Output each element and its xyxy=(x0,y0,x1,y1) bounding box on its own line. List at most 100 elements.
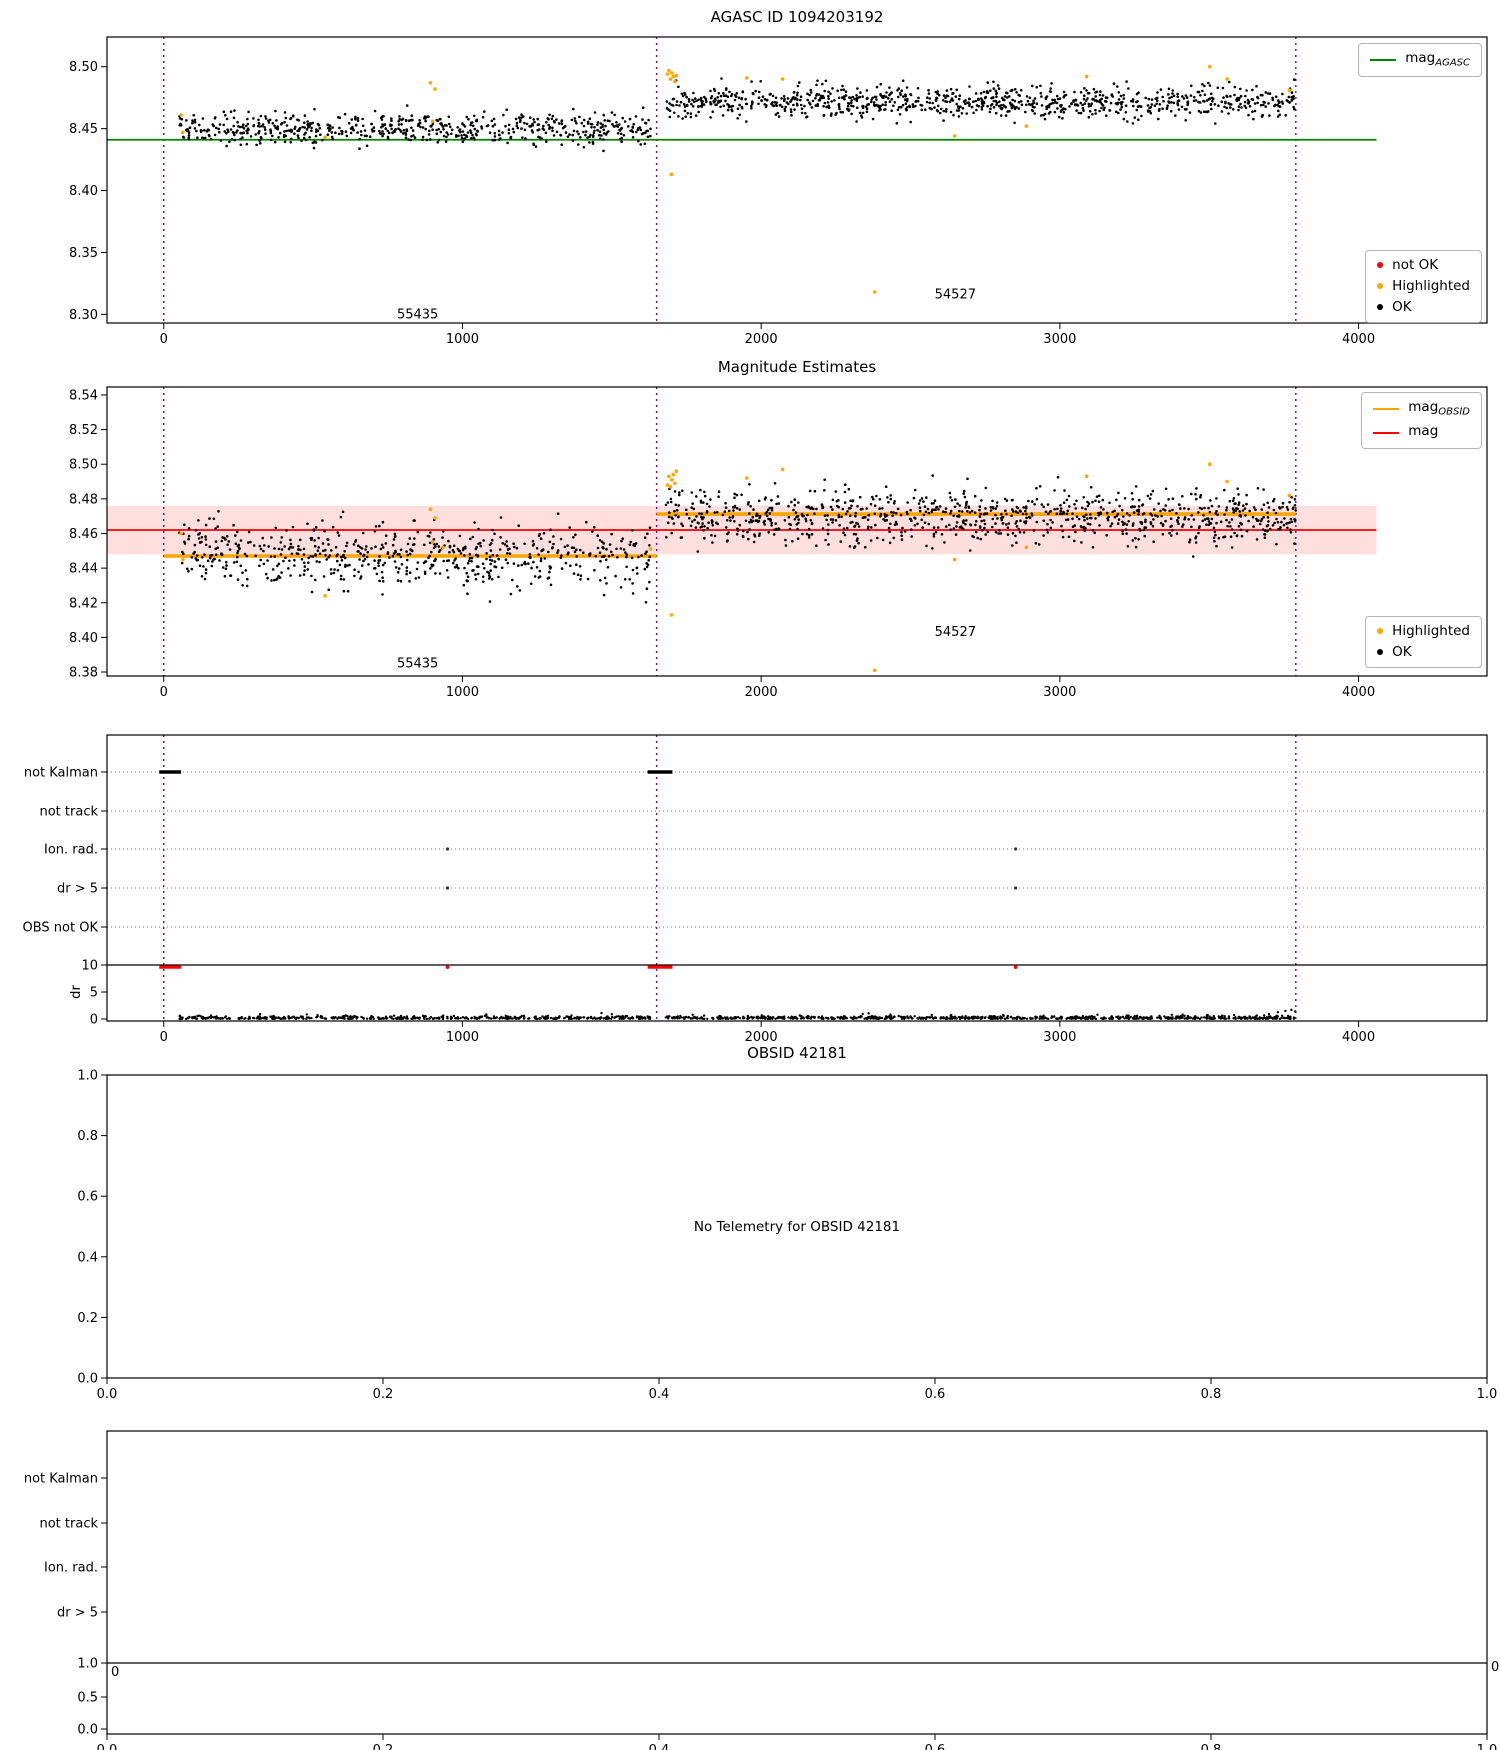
y-tick-label: 0.8 xyxy=(77,1129,98,1144)
y-tick-label: not track xyxy=(39,1517,98,1532)
obsid-label: 54527 xyxy=(935,625,976,640)
y-tick-label: 0.4 xyxy=(77,1250,98,1265)
x-tick-label: 0.0 xyxy=(97,1743,118,1750)
plot-agasc-mag: 55435 54527 0 1000 2000 3000 4000 8.30 8.35 8.40 8… xyxy=(69,36,1488,347)
legend-mag-lines: magOBSID mag xyxy=(1361,392,1482,450)
obsid-label: 54527 xyxy=(935,288,976,303)
x-tick-label: 1000 xyxy=(446,1030,479,1045)
legend-label: magAGASC xyxy=(1405,50,1470,69)
y-tick-label: 8.54 xyxy=(69,388,98,403)
x-tick-label: 0.2 xyxy=(373,1743,394,1750)
y-tick-label: 0.2 xyxy=(77,1311,98,1326)
end-label-right: 0 xyxy=(1491,1660,1499,1675)
plot4-title: OBSID 42181 xyxy=(747,1044,847,1062)
x-tick-label: 0.4 xyxy=(649,1387,670,1402)
y-tick-label: 8.44 xyxy=(69,562,98,577)
x-tick-label: 1.0 xyxy=(1477,1387,1498,1402)
line-swatch xyxy=(1373,407,1400,410)
y-tick-label: 8.46 xyxy=(69,527,98,542)
y-tick-label: Ion. rad. xyxy=(44,843,98,858)
y-tick-label: 0.0 xyxy=(77,1372,98,1387)
y-tick-label: 1.0 xyxy=(77,1657,98,1672)
legend-label: Highlighted xyxy=(1392,623,1470,639)
legend-item-ok: OK xyxy=(1377,298,1470,315)
x-tick-label: 1000 xyxy=(446,332,479,347)
y-tick-label: 0 xyxy=(90,1013,98,1028)
y-tick-label: 1.0 xyxy=(77,1069,98,1084)
x-tick-label: 0.4 xyxy=(649,1743,670,1750)
y-tick-label: 8.45 xyxy=(69,122,98,137)
plot-agasc-ok-points xyxy=(178,77,1296,153)
y-tick-label: 8.30 xyxy=(69,308,98,323)
legend-item-not-ok: not OK xyxy=(1377,258,1470,273)
x-tick-label: 4000 xyxy=(1342,332,1375,347)
legend-item-ok: OK xyxy=(1377,644,1470,660)
y-tick-label: 0.0 xyxy=(77,1723,98,1738)
plot-obsid-42181: 0.0 0.2 0.4 0.6 0.8 1.0 0.0 0.2 0.4 0.6 0.8 1.0 xyxy=(77,1069,1497,1403)
y-tick-label: 0.6 xyxy=(77,1190,98,1205)
y-tick-label: 8.48 xyxy=(69,492,98,507)
marker-swatch xyxy=(1377,262,1384,269)
y-tick-label: dr > 5 xyxy=(57,1606,98,1621)
line-swatch xyxy=(1370,58,1397,61)
marker-swatch xyxy=(1377,304,1384,311)
x-tick-label: 4000 xyxy=(1342,685,1375,700)
legend-mag-agasc: magAGASC xyxy=(1358,43,1482,77)
dr-capped-marks xyxy=(159,965,1018,969)
plot-agasc-highlighted-points xyxy=(179,64,1292,294)
legend-label: Highlighted xyxy=(1392,277,1470,294)
marker-swatch xyxy=(1377,649,1384,656)
marker-swatch xyxy=(1377,283,1384,290)
legend-label: mag xyxy=(1408,422,1439,439)
y-tick-label: 10 xyxy=(81,959,98,974)
obsid-label: 55435 xyxy=(397,307,438,322)
obsid-label: 55435 xyxy=(397,656,438,671)
flag-marks xyxy=(159,770,1018,890)
plot-flags-empty: 0.0 0.2 0.4 0.6 0.8 1.0 not Kalman not track Ion… xyxy=(24,1430,1499,1750)
x-tick-label: 0.0 xyxy=(97,1387,118,1402)
y-tick-label: 8.40 xyxy=(69,184,98,199)
y-tick-label: 8.35 xyxy=(69,246,98,261)
x-tick-label: 0.8 xyxy=(1201,1387,1222,1402)
y-tick-label: 8.38 xyxy=(69,666,98,681)
legend-plot2-markers: Highlighted OK xyxy=(1365,616,1482,668)
y-tick-label: Ion. rad. xyxy=(44,1561,98,1576)
plot-flags-telemetry: 0 1000 2000 3000 4000 not Kalman not track Ion.… xyxy=(23,734,1488,1045)
legend-item-mag: mag xyxy=(1373,422,1470,442)
y-tick-label: 8.52 xyxy=(69,423,98,438)
legend-plot1-markers: not OK Highlighted OK xyxy=(1365,250,1482,323)
legend-item-mag-agasc: magAGASC xyxy=(1370,51,1470,69)
x-tick-label: 0.6 xyxy=(925,1743,946,1750)
legend-label: magOBSID xyxy=(1408,399,1470,418)
plot-mag-ok-points xyxy=(178,474,1298,604)
legend-label: OK xyxy=(1392,298,1412,315)
x-tick-label: 3000 xyxy=(1043,1030,1076,1045)
plot1-title: AGASC ID 1094203192 xyxy=(710,8,884,26)
y-tick-label: 8.40 xyxy=(69,631,98,646)
y-tick-label: 8.42 xyxy=(69,596,98,611)
end-label-left: 0 xyxy=(111,1665,119,1680)
plot-mag-estimates: 55435 54527 0 1000 2000 3000 4000 8.38 8.40 8.42 8… xyxy=(69,386,1488,700)
dr-points xyxy=(178,1008,1297,1021)
y-tick-label: OBS not OK xyxy=(23,921,99,936)
x-tick-label: 3000 xyxy=(1043,332,1076,347)
x-tick-label: 2000 xyxy=(745,332,778,347)
x-tick-label: 2000 xyxy=(745,685,778,700)
legend-label: not OK xyxy=(1392,257,1439,273)
y-tick-label: not track xyxy=(39,805,98,820)
y-tick-label: 0.5 xyxy=(77,1691,98,1706)
line-swatch xyxy=(1373,431,1400,434)
plot-mag-highlighted-points xyxy=(179,462,1292,673)
legend-item-mag-obsid: magOBSID xyxy=(1373,400,1470,418)
legend-item-highlighted: Highlighted xyxy=(1377,624,1470,639)
y-tick-label: dr > 5 xyxy=(57,882,98,897)
legend-item-highlighted: Highlighted xyxy=(1377,277,1470,294)
x-tick-label: 0.8 xyxy=(1201,1743,1222,1750)
y-tick-label: not Kalman xyxy=(24,766,98,781)
x-tick-label: 2000 xyxy=(745,1030,778,1045)
dr-axis-label: dr xyxy=(69,985,84,999)
marker-swatch xyxy=(1377,628,1384,635)
x-tick-label: 0 xyxy=(160,1030,168,1045)
